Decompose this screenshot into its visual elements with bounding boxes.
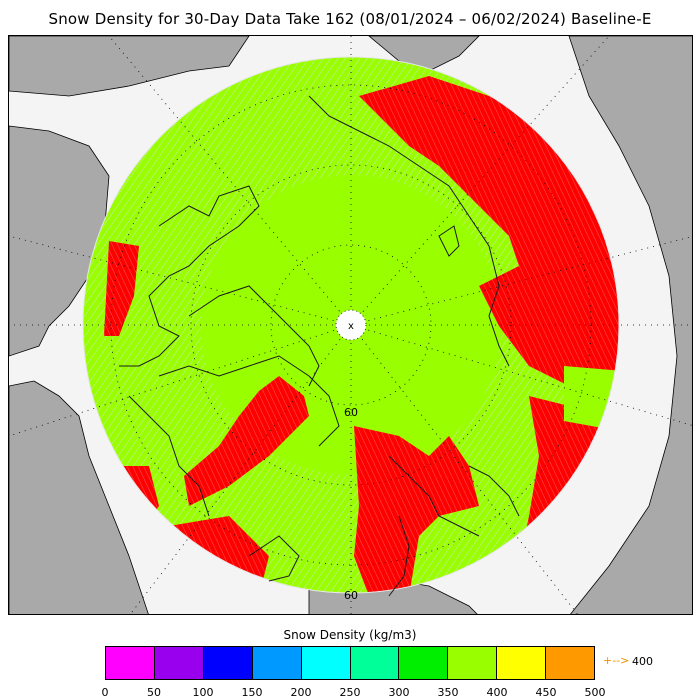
polar-map: x 60 60 (8, 35, 693, 615)
colorbar-cell (203, 647, 253, 679)
colorbar-tick-label: 250 (339, 686, 361, 699)
colorbar-cell (301, 647, 351, 679)
colorbar-cell (448, 647, 498, 679)
pole-hole (335, 309, 367, 341)
high-density-west (104, 241, 139, 336)
colorbar-tick-label: 450 (535, 686, 557, 699)
land-southwest (9, 380, 149, 614)
colorbar (105, 646, 595, 680)
disc-edge (82, 56, 620, 594)
colorbar-tick-label: 100 (192, 686, 214, 699)
land-northeast (368, 36, 480, 72)
land-masses (9, 36, 692, 614)
land-northwest (9, 36, 250, 97)
high-density-south (354, 426, 479, 593)
colorbar-tick-label: 350 (437, 686, 459, 699)
coverage-patch-east (564, 366, 619, 431)
colorbar-tick-label: 150 (241, 686, 263, 699)
coastlines (119, 95, 520, 597)
colorbar-cell (497, 647, 547, 679)
colorbar-cell (399, 647, 449, 679)
colorbar-tick-label: 50 (147, 686, 161, 699)
colorbar-cell (106, 647, 155, 679)
overflow-value: 400 (632, 655, 653, 668)
land-east (568, 36, 692, 614)
colorbar-cell (154, 647, 204, 679)
colorbar-title: Snow Density (kg/m3) (283, 628, 417, 642)
colorbar-tick-label: 500 (584, 686, 606, 699)
chart-title: Snow Density for 30-Day Data Take 162 (0… (48, 10, 652, 28)
colorbar-tick-label: 400 (486, 686, 508, 699)
map-canvas: x 60 60 (9, 36, 692, 614)
lat-label-outer: 60 (344, 589, 358, 602)
colorbar-cell (252, 647, 302, 679)
overflow-arrow: +--> (603, 654, 630, 667)
colorbar-cell (350, 647, 400, 679)
graticule (9, 36, 692, 614)
colorbar-cell (546, 647, 595, 679)
colorbar-tick-label: 200 (290, 686, 312, 699)
lat-label-inner: 60 (344, 406, 358, 419)
high-density-central (184, 376, 309, 506)
colorbar-tick-label: 300 (388, 686, 410, 699)
colorbar-tick-label: 0 (101, 686, 109, 699)
pole-marker: x (348, 321, 354, 332)
